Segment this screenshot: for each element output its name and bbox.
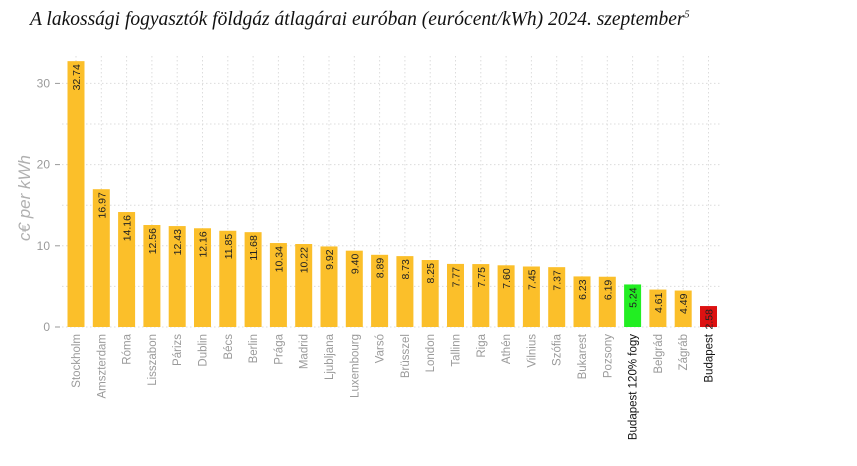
x-tick-label: Bukarest: [577, 333, 589, 379]
value-label: 4.49: [678, 293, 690, 314]
bar: [624, 284, 642, 327]
bar: [92, 189, 110, 327]
bar: [244, 232, 262, 327]
x-tick-label: Bécs: [223, 334, 235, 360]
x-tick-label: Zágráb: [678, 334, 690, 370]
bar: [447, 263, 464, 327]
value-label: 11.68: [248, 235, 260, 261]
y-axis-ticks: 0 10 20 30: [37, 76, 60, 334]
value-label: 7.37: [552, 270, 564, 291]
x-tick-label: Pozsony: [602, 334, 614, 378]
value-label: 16.97: [96, 192, 108, 218]
x-tick-label: Stockholm: [71, 334, 83, 388]
x-tick-label: Lisszabon: [147, 334, 159, 386]
bar: [194, 228, 211, 327]
value-label: 5.24: [628, 287, 640, 308]
value-label: 10.34: [273, 246, 285, 272]
x-tick-label: Athén: [501, 334, 513, 364]
bar: [143, 225, 161, 327]
y-tick-label: 20: [37, 158, 51, 172]
x-tick-label: Róma: [122, 333, 134, 364]
value-label: 4.61: [653, 292, 665, 313]
bar: [269, 243, 287, 327]
value-label: 7.77: [451, 267, 463, 288]
y-tick-label: 0: [43, 320, 50, 334]
bar: [320, 246, 338, 327]
value-label: 8.73: [400, 259, 412, 280]
value-label: 7.60: [501, 268, 513, 289]
bar: [472, 264, 490, 327]
bar: [396, 256, 414, 327]
chart-title: A lakossági fogyasztók földgáz átlagárai…: [30, 9, 690, 30]
x-tick-label: Vilnius: [526, 334, 538, 368]
x-tick-label: Budapest: [704, 333, 716, 382]
value-label: 32.74: [71, 64, 83, 90]
bar: [674, 290, 692, 327]
bar: [573, 276, 591, 327]
x-tick-label: Tallinn: [451, 334, 463, 367]
bar: [219, 230, 237, 327]
bar: [598, 276, 616, 327]
value-label: 2.58: [704, 309, 716, 330]
y-axis-label: c€ per kWh: [15, 155, 34, 241]
x-tick-label: Berlin: [248, 334, 260, 363]
x-tick-label: Varsó: [375, 334, 387, 363]
bar: [421, 260, 439, 327]
bar: [497, 265, 515, 327]
x-tick-label: Riga: [476, 333, 488, 357]
bar: [168, 226, 186, 327]
bar: [700, 306, 717, 327]
bar: [295, 244, 313, 327]
x-tick-label: Ljubljana: [324, 333, 336, 380]
value-label: 10.22: [299, 247, 311, 273]
x-tick-label: London: [425, 334, 437, 372]
x-tick-label: Luxembourg: [349, 334, 361, 398]
x-tick-label: Amszterdam: [96, 334, 108, 399]
value-label: 12.16: [198, 231, 210, 257]
x-tick-label: Budapest 120% fogy: [628, 334, 640, 440]
chart-grid: [62, 56, 722, 328]
x-axis-labels: Stockholm Amszterdam Róma Lisszabon Párizs Du…: [71, 333, 716, 440]
value-label: 12.43: [172, 229, 184, 255]
x-tick-label: Madrid: [299, 334, 311, 369]
bar: [118, 212, 136, 327]
x-tick-label: Szófia: [552, 333, 564, 366]
value-label: 8.25: [425, 263, 437, 284]
value-label: 7.75: [476, 267, 488, 288]
value-label: 6.19: [602, 280, 614, 301]
bar: [345, 250, 363, 327]
x-tick-label: Prága: [273, 333, 285, 364]
value-label: 8.89: [375, 258, 387, 279]
bar: [649, 289, 667, 327]
title-superscript: 5: [684, 9, 690, 21]
x-tick-label: Dublin: [198, 334, 210, 367]
bar: [548, 267, 566, 327]
value-label: 11.85: [223, 234, 235, 260]
value-label: 14.16: [122, 215, 134, 241]
bar: [371, 254, 389, 327]
value-labels: 32.74 16.97 14.16 12.56 12.43 12.16 11.85 11.68…: [71, 64, 716, 329]
y-tick-label: 10: [37, 239, 51, 253]
x-tick-label: Brüsszel: [400, 334, 412, 378]
y-tick-label: 30: [37, 76, 51, 90]
value-label: 6.23: [577, 279, 589, 300]
bar: [522, 266, 540, 327]
bar: [67, 61, 85, 328]
value-label: 9.92: [324, 249, 336, 270]
bar-series: [67, 61, 717, 328]
value-label: 7.45: [526, 269, 538, 290]
value-label: 9.40: [349, 254, 361, 275]
x-tick-label: Belgrád: [653, 334, 665, 374]
value-label: 12.56: [147, 228, 159, 254]
x-tick-label: Párizs: [172, 334, 184, 366]
